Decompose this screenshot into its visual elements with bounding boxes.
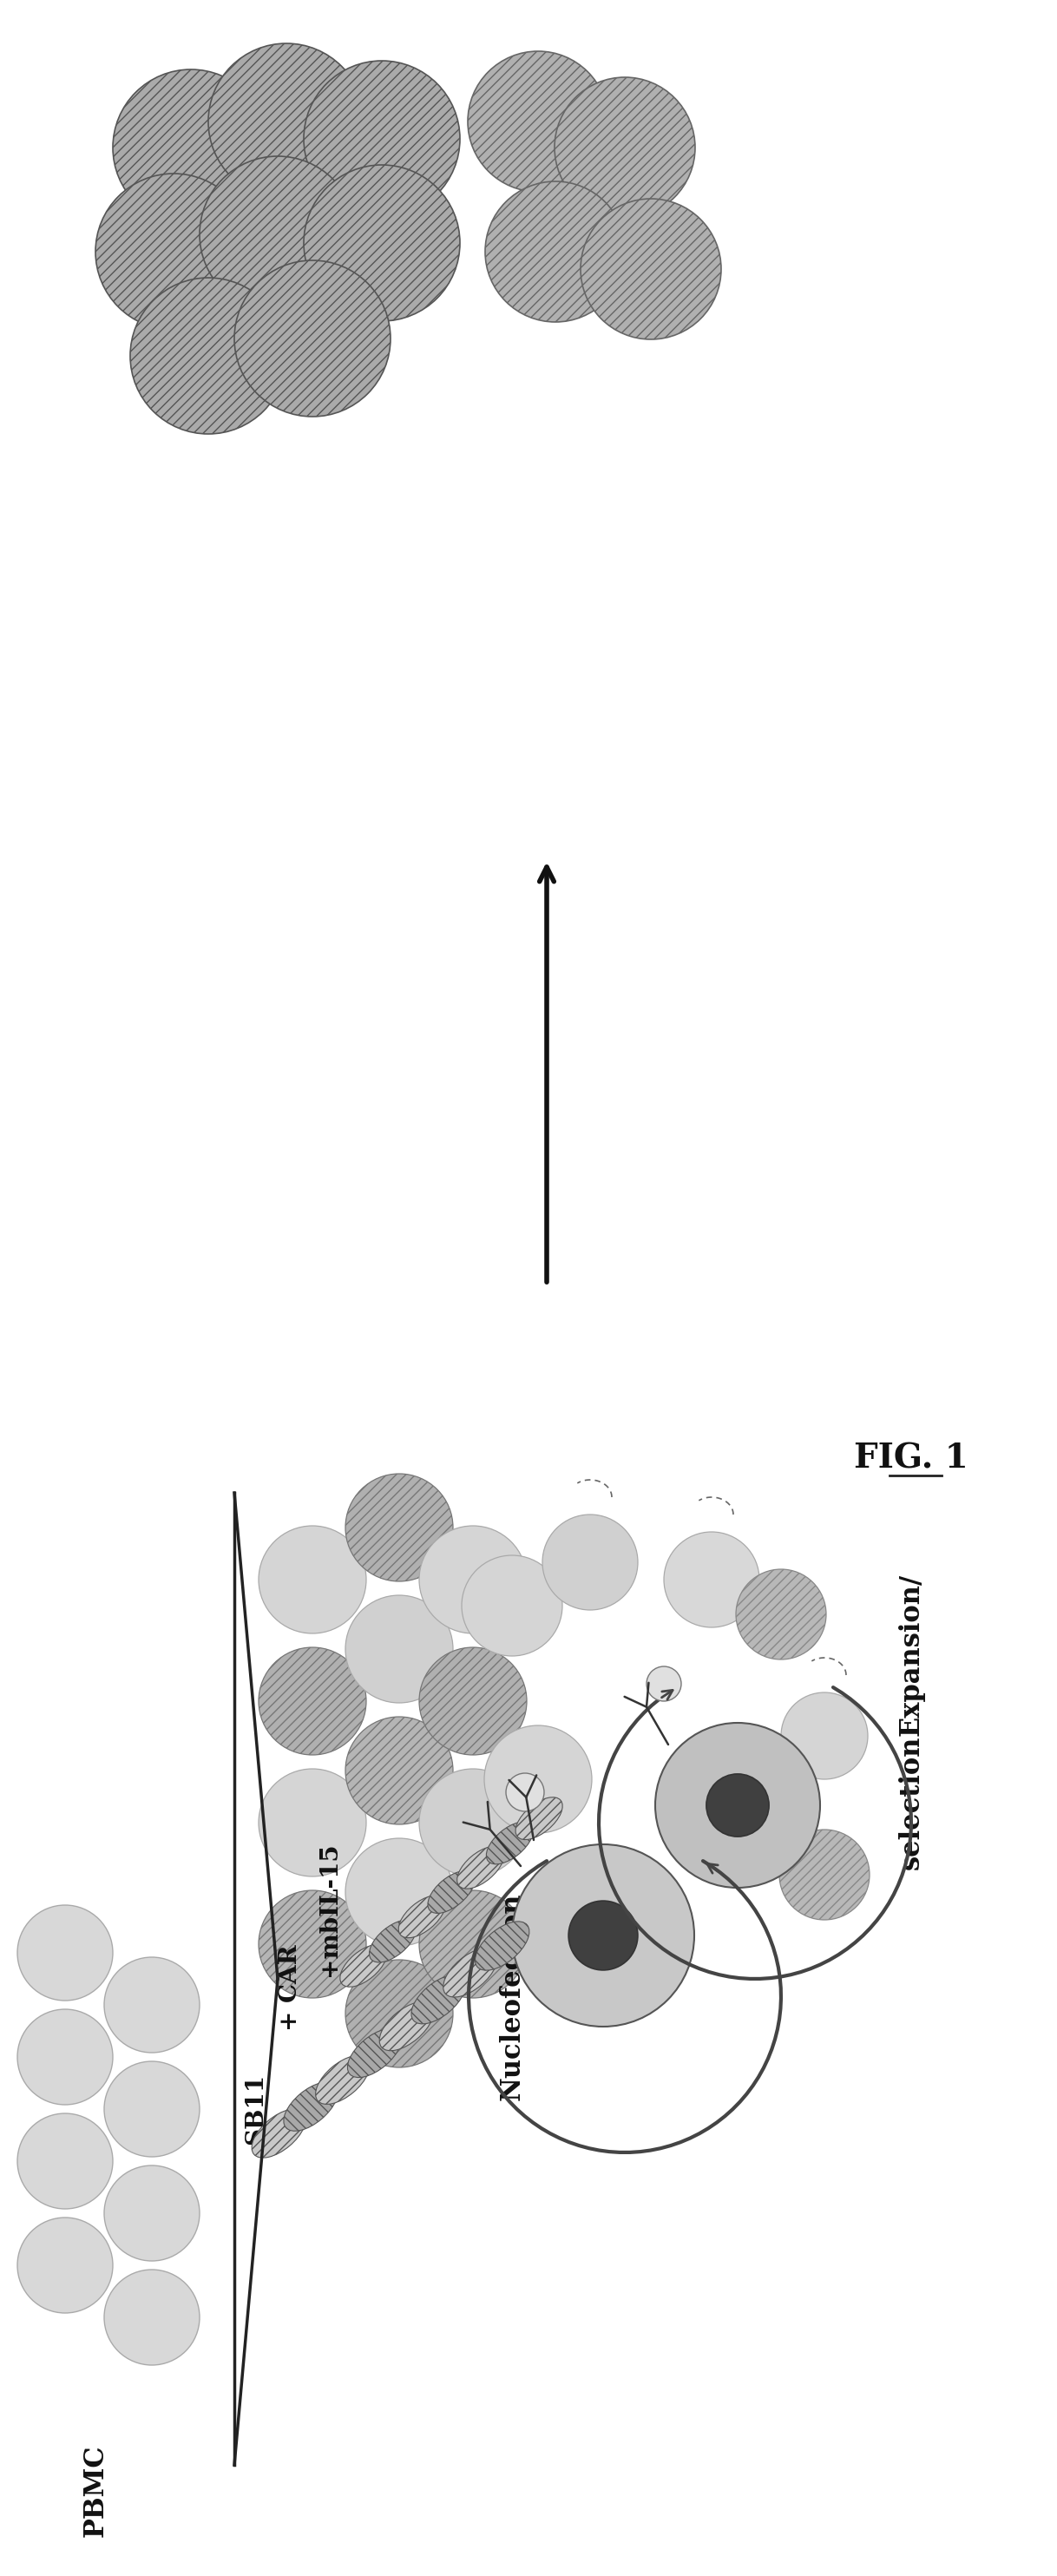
Ellipse shape bbox=[379, 2002, 433, 2050]
Ellipse shape bbox=[398, 1896, 445, 1937]
Circle shape bbox=[462, 1556, 562, 1656]
Ellipse shape bbox=[369, 1919, 416, 1963]
Ellipse shape bbox=[340, 1945, 387, 1986]
Circle shape bbox=[346, 1960, 453, 2069]
Ellipse shape bbox=[486, 1821, 533, 1865]
Text: +mbIL-15: +mbIL-15 bbox=[318, 1842, 341, 1976]
Circle shape bbox=[484, 1726, 592, 1834]
Ellipse shape bbox=[457, 1847, 504, 1888]
Circle shape bbox=[259, 1891, 366, 1999]
Circle shape bbox=[17, 2218, 113, 2313]
Circle shape bbox=[580, 198, 721, 340]
Circle shape bbox=[542, 1515, 637, 1610]
Circle shape bbox=[105, 2166, 200, 2262]
Circle shape bbox=[420, 1525, 526, 1633]
Ellipse shape bbox=[316, 2056, 370, 2105]
Circle shape bbox=[555, 77, 696, 219]
Circle shape bbox=[303, 165, 460, 322]
Circle shape bbox=[420, 1891, 526, 1999]
Ellipse shape bbox=[411, 1976, 465, 2025]
Circle shape bbox=[512, 1844, 694, 2027]
Text: Expansion/: Expansion/ bbox=[897, 1574, 925, 1736]
Circle shape bbox=[303, 62, 460, 216]
Circle shape bbox=[506, 1772, 544, 1811]
Text: + CAR: + CAR bbox=[279, 1945, 302, 2030]
Circle shape bbox=[235, 260, 390, 417]
Circle shape bbox=[468, 52, 609, 191]
Ellipse shape bbox=[283, 2081, 338, 2130]
Circle shape bbox=[736, 1569, 827, 1659]
Text: SB11: SB11 bbox=[244, 2074, 267, 2146]
Circle shape bbox=[259, 1646, 366, 1754]
Ellipse shape bbox=[252, 2110, 305, 2159]
Circle shape bbox=[17, 2009, 113, 2105]
Ellipse shape bbox=[348, 2027, 402, 2076]
Ellipse shape bbox=[475, 1922, 530, 1971]
Text: selection: selection bbox=[897, 1736, 925, 1870]
Circle shape bbox=[420, 1770, 526, 1875]
Ellipse shape bbox=[428, 1870, 475, 1914]
Circle shape bbox=[781, 1692, 868, 1780]
Ellipse shape bbox=[443, 1947, 498, 1996]
Circle shape bbox=[105, 2269, 200, 2365]
Ellipse shape bbox=[516, 1798, 562, 1839]
Circle shape bbox=[259, 1770, 366, 1875]
Circle shape bbox=[259, 1525, 366, 1633]
Circle shape bbox=[655, 1723, 820, 1888]
Circle shape bbox=[17, 1906, 113, 2002]
Circle shape bbox=[208, 44, 365, 198]
Circle shape bbox=[647, 1667, 681, 1700]
Circle shape bbox=[664, 1533, 759, 1628]
Circle shape bbox=[113, 70, 270, 227]
Circle shape bbox=[346, 1595, 453, 1703]
Circle shape bbox=[105, 2061, 200, 2156]
Text: PBMC: PBMC bbox=[82, 2445, 109, 2537]
Circle shape bbox=[95, 173, 252, 330]
Circle shape bbox=[346, 1473, 453, 1582]
Circle shape bbox=[200, 157, 356, 312]
Text: FIG. 1: FIG. 1 bbox=[854, 1443, 968, 1473]
Circle shape bbox=[130, 278, 286, 433]
Circle shape bbox=[346, 1716, 453, 1824]
Circle shape bbox=[105, 1958, 200, 2053]
Circle shape bbox=[17, 2112, 113, 2208]
Circle shape bbox=[569, 1901, 637, 1971]
Text: Nucleofection: Nucleofection bbox=[499, 1893, 525, 2099]
Circle shape bbox=[346, 1839, 453, 1945]
Circle shape bbox=[779, 1829, 870, 1919]
Circle shape bbox=[485, 180, 626, 322]
Circle shape bbox=[706, 1775, 769, 1837]
Circle shape bbox=[420, 1646, 526, 1754]
